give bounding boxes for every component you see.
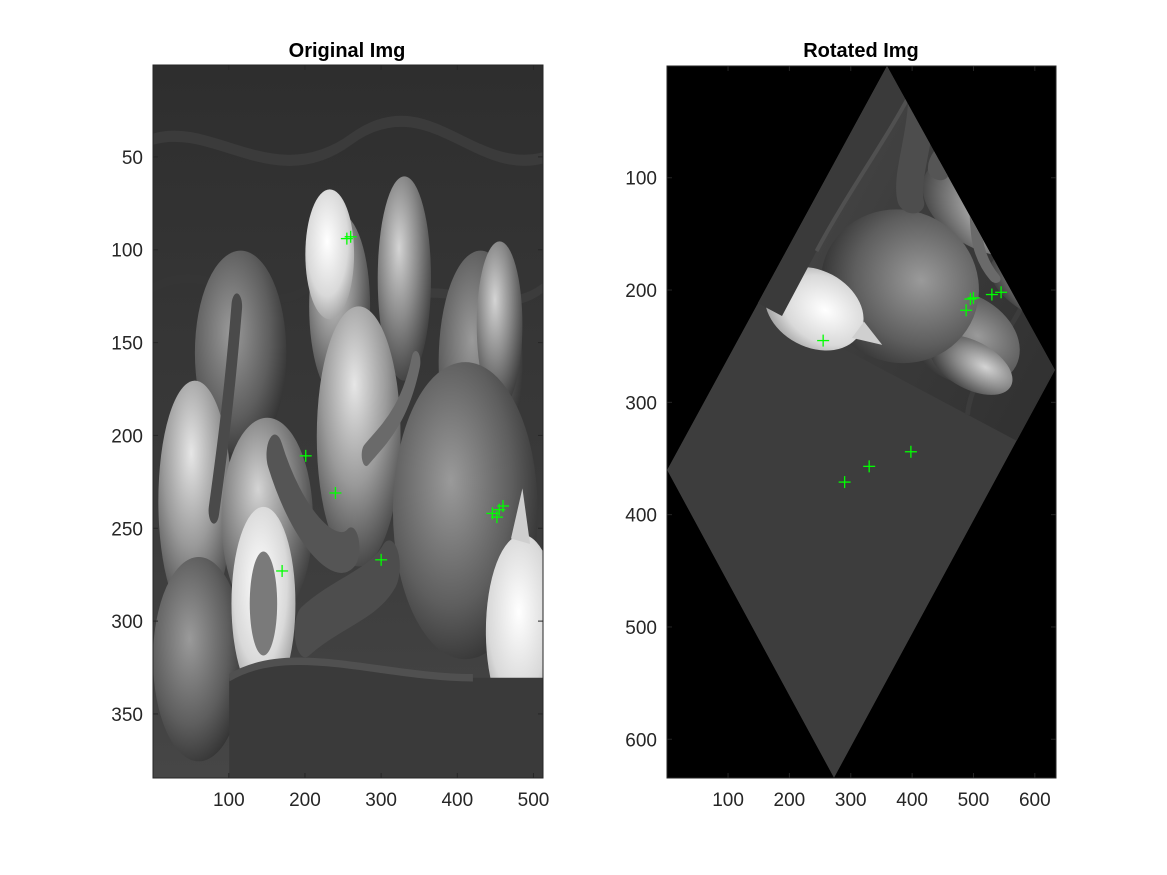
marker-plus (967, 291, 980, 304)
rotated-image (667, 66, 1055, 778)
xtick-label: 500 (958, 790, 990, 811)
marker-plus (960, 304, 973, 317)
marker-plus (995, 286, 1008, 299)
ytick-label: 100 (625, 169, 657, 190)
ytick-label: 200 (625, 281, 657, 302)
xtick-label: 100 (712, 790, 744, 811)
ticks-original: 100 200 300 400 500 50 100 150 200 250 300 350 (111, 65, 549, 811)
marker-plus (276, 564, 289, 577)
ytick-label: 350 (111, 705, 143, 726)
chart-title-rotated: Rotated Img (803, 40, 919, 62)
axes-box-original (152, 64, 544, 779)
ytick-label: 100 (111, 241, 143, 262)
marker-plus (863, 460, 876, 473)
chart-title-original: Original Img (289, 40, 406, 62)
axes-rotated: Rotated Img 100 200 300 400 500 600 100 200 300 4… (625, 40, 1057, 811)
ytick-label: 200 (111, 426, 143, 447)
marker-plus (838, 476, 851, 489)
marker-plus (985, 288, 998, 301)
marker-plus (344, 230, 357, 243)
marker-plus (490, 511, 503, 524)
ytick-label: 500 (625, 618, 657, 639)
ytick-label: 150 (111, 334, 143, 355)
original-image (153, 65, 559, 778)
xtick-label: 500 (518, 790, 550, 811)
xtick-label: 600 (1019, 790, 1051, 811)
xtick-label: 200 (289, 790, 321, 811)
marker-plus (375, 553, 388, 566)
xtick-label: 300 (365, 790, 397, 811)
xtick-label: 400 (896, 790, 928, 811)
marker-plus (964, 293, 977, 306)
xtick-label: 200 (774, 790, 806, 811)
ytick-label: 400 (625, 506, 657, 527)
axes-box-rotated (666, 65, 1057, 779)
ytick-label: 50 (122, 148, 143, 169)
marker-plus (497, 499, 510, 512)
ytick-label: 250 (111, 519, 143, 540)
axes-original: Original Img 100 200 300 400 500 50 100 150 200 2… (111, 40, 559, 811)
ytick-label: 300 (111, 612, 143, 633)
xtick-label: 100 (213, 790, 245, 811)
marker-plus (904, 445, 917, 458)
marker-plus (329, 486, 342, 499)
ytick-label: 600 (625, 730, 657, 751)
ticks-rotated: 100 200 300 400 500 600 100 200 300 400 500 600 (625, 66, 1056, 811)
markers-rotated (817, 286, 1008, 489)
xtick-label: 300 (835, 790, 867, 811)
marker-plus (817, 334, 830, 347)
markers-original (276, 230, 510, 577)
xtick-label: 400 (441, 790, 473, 811)
marker-plus (299, 449, 312, 462)
ytick-label: 300 (625, 393, 657, 414)
